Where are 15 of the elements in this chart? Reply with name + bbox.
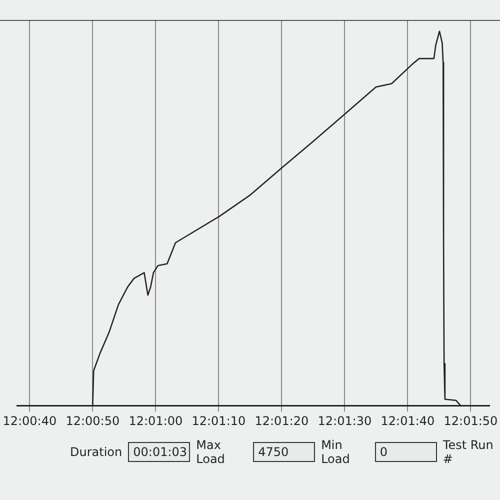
x-tick-label: 12:01:10	[192, 414, 246, 428]
x-tick-label: 12:00:40	[2, 414, 57, 428]
text: 0	[374, 442, 437, 462]
x-tick-label: 12:00:50	[66, 414, 120, 428]
text: 4750	[253, 442, 316, 462]
text: Duration	[70, 445, 122, 459]
text: Min Load	[321, 438, 351, 466]
x-tick-label: 12:01:20	[254, 414, 309, 428]
x-tick-label: 12:01:30	[318, 414, 372, 428]
x-tick-label: 12:01:00	[128, 414, 183, 428]
text: Test Run #	[442, 438, 494, 466]
x-tick-label: 12:01:40	[380, 414, 435, 428]
text: 00:01:03	[128, 442, 190, 462]
x-tick-label: 12:01:50	[444, 414, 498, 428]
text: Max Load	[196, 438, 226, 466]
